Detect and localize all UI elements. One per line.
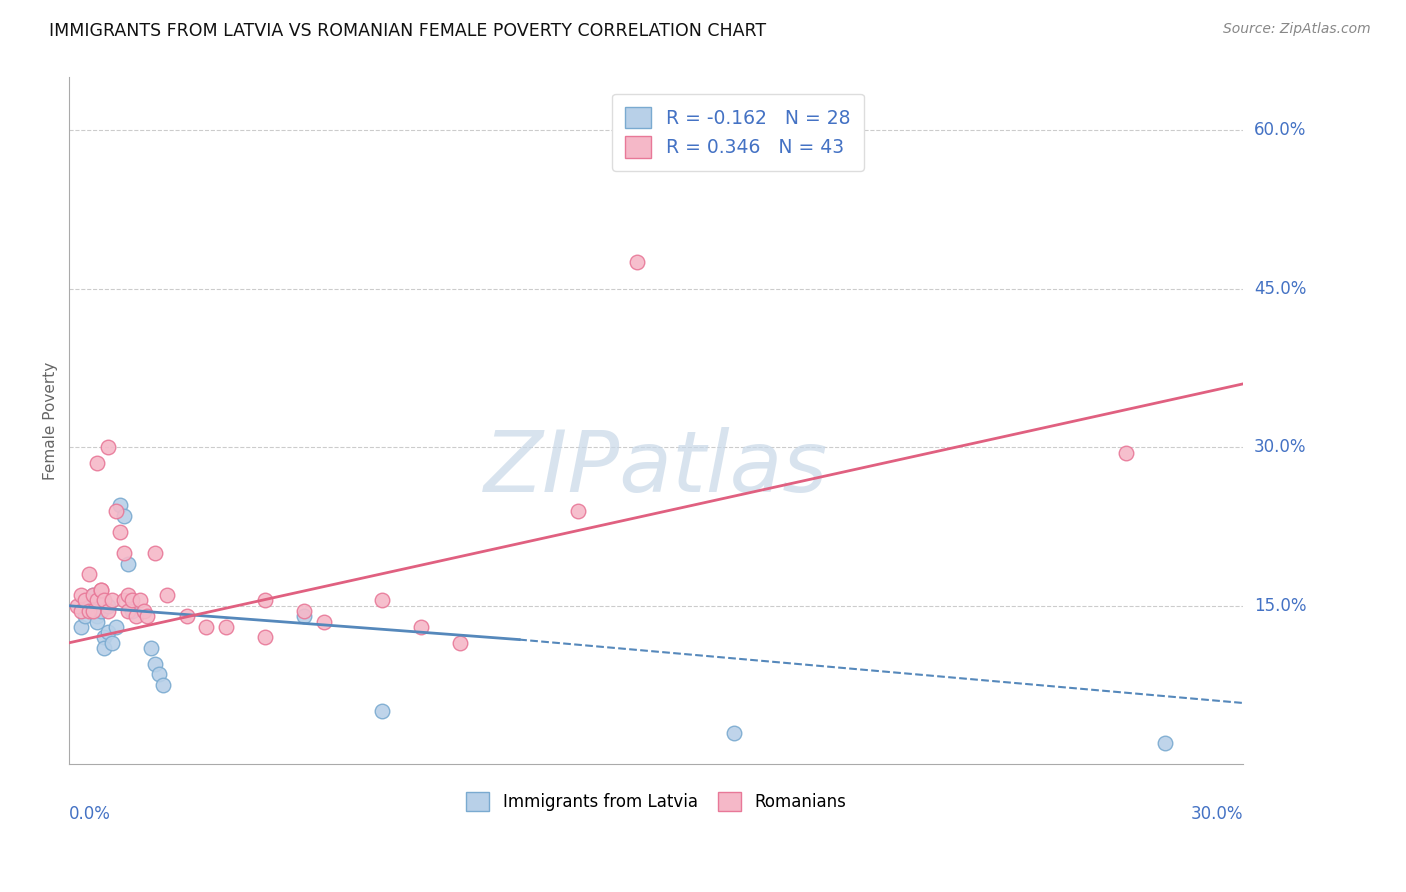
Point xyxy=(82,604,104,618)
Point xyxy=(1153,736,1175,750)
Point xyxy=(97,625,120,640)
Point xyxy=(117,604,139,618)
Point xyxy=(90,582,112,597)
Point xyxy=(128,593,150,607)
Text: 45.0%: 45.0% xyxy=(1254,280,1306,298)
Point xyxy=(70,604,93,618)
Point xyxy=(136,609,159,624)
Point xyxy=(77,604,100,618)
Point xyxy=(82,588,104,602)
Point xyxy=(77,567,100,582)
Point xyxy=(112,546,135,560)
Point xyxy=(143,657,166,671)
Point xyxy=(105,620,128,634)
Point xyxy=(86,593,108,607)
Point xyxy=(86,609,108,624)
Point xyxy=(292,609,315,624)
Text: 30.0%: 30.0% xyxy=(1254,438,1306,457)
Point xyxy=(125,609,148,624)
Point xyxy=(82,604,104,618)
Point xyxy=(97,440,120,454)
Point xyxy=(101,593,124,607)
Point xyxy=(82,588,104,602)
Point xyxy=(93,631,115,645)
Point xyxy=(86,615,108,629)
Point xyxy=(292,604,315,618)
Point xyxy=(112,508,135,523)
Point xyxy=(73,593,96,607)
Point xyxy=(77,599,100,613)
Point xyxy=(1115,445,1137,459)
Text: IMMIGRANTS FROM LATVIA VS ROMANIAN FEMALE POVERTY CORRELATION CHART: IMMIGRANTS FROM LATVIA VS ROMANIAN FEMAL… xyxy=(49,22,766,40)
Text: 15.0%: 15.0% xyxy=(1254,597,1306,615)
Legend: Immigrants from Latvia, Romanians: Immigrants from Latvia, Romanians xyxy=(460,785,853,818)
Point xyxy=(66,599,89,613)
Point xyxy=(97,604,120,618)
Text: Source: ZipAtlas.com: Source: ZipAtlas.com xyxy=(1223,22,1371,37)
Point xyxy=(723,725,745,739)
Point xyxy=(215,620,238,634)
Point xyxy=(626,255,648,269)
Point xyxy=(86,456,108,470)
Point xyxy=(73,609,96,624)
Text: ZIPatlas: ZIPatlas xyxy=(484,427,828,510)
Point xyxy=(371,593,394,607)
Point xyxy=(195,620,218,634)
Point xyxy=(450,636,472,650)
Point xyxy=(77,593,100,607)
Point xyxy=(108,524,131,539)
Point xyxy=(117,557,139,571)
Point xyxy=(567,504,589,518)
Point xyxy=(411,620,433,634)
Point xyxy=(105,504,128,518)
Point xyxy=(117,588,139,602)
Text: 30.0%: 30.0% xyxy=(1191,805,1243,823)
Point xyxy=(108,499,131,513)
Point xyxy=(141,640,163,655)
Point xyxy=(93,640,115,655)
Text: 0.0%: 0.0% xyxy=(69,805,111,823)
Point xyxy=(156,588,179,602)
Point xyxy=(253,631,276,645)
Point xyxy=(253,593,276,607)
Point xyxy=(97,599,120,613)
Point xyxy=(132,604,155,618)
Point xyxy=(801,123,824,137)
Point xyxy=(121,593,143,607)
Point xyxy=(371,705,394,719)
Point xyxy=(176,609,198,624)
Point xyxy=(70,588,93,602)
Point xyxy=(143,546,166,560)
Point xyxy=(312,615,335,629)
Point xyxy=(90,582,112,597)
Point xyxy=(148,667,170,681)
Point xyxy=(90,593,112,607)
Text: 60.0%: 60.0% xyxy=(1254,121,1306,139)
Point xyxy=(152,678,174,692)
Point xyxy=(93,593,115,607)
Point xyxy=(112,593,135,607)
Point xyxy=(70,620,93,634)
Point xyxy=(121,604,143,618)
Point xyxy=(90,604,112,618)
Y-axis label: Female Poverty: Female Poverty xyxy=(44,362,58,480)
Point xyxy=(101,636,124,650)
